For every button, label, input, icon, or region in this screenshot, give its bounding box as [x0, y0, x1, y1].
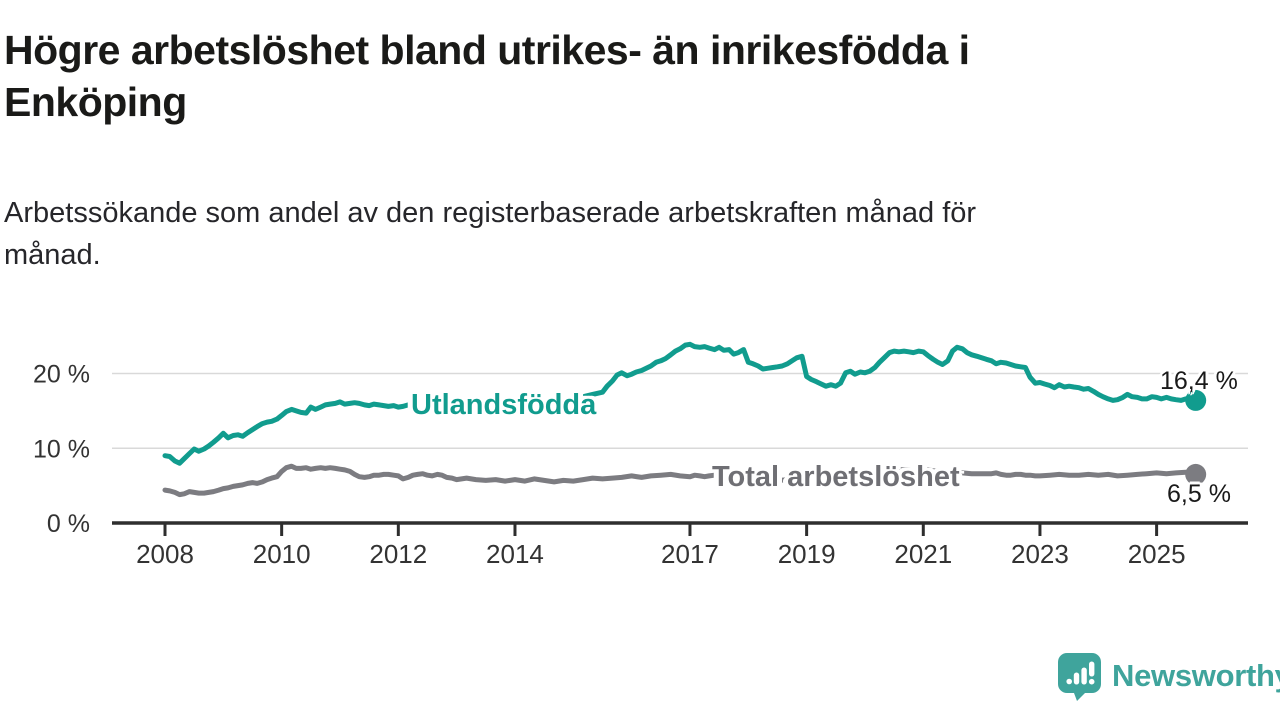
x-axis-tick-label: 2012: [369, 539, 427, 569]
y-axis-tick-label: 0 %: [47, 510, 90, 538]
x-axis-tick-label: 2010: [253, 539, 311, 569]
speech-bubble-chart-icon: [1058, 653, 1101, 701]
newsworthy-logo-text: Newsworthy: [1112, 658, 1280, 693]
series-label-total-arbetsloshet: Total arbetslöshet: [712, 461, 960, 493]
x-axis-tick-label: 2025: [1128, 539, 1186, 569]
x-axis-tick-label: 2014: [486, 539, 544, 569]
x-axis-tick-label: 2023: [1011, 539, 1069, 569]
chart-title-line1: Högre arbetslöshet bland utrikes- än inr…: [4, 27, 970, 73]
series-end-dot-utlandsfodda: [1185, 389, 1207, 411]
chart-title: Högre arbetslöshet bland utrikes- än inr…: [4, 24, 1204, 129]
series-end-dot-total-arbetsloshet: [1185, 463, 1207, 485]
chart-subtitle-line1: Arbetssökande som andel av den registerb…: [4, 197, 977, 229]
series-label-utlandsfodda: Utlandsfödda: [411, 389, 597, 421]
end-value-label-total-arbetsloshet: 6,5 %: [1167, 480, 1231, 508]
series-line-total-arbetsloshet: [162, 463, 1199, 498]
newsworthy-logo: Newsworthy: [1056, 651, 1280, 701]
x-axis-tick-label: 2019: [778, 539, 836, 569]
y-axis-tick-label: 20 %: [33, 361, 90, 389]
y-axis-tick-label: 10 %: [33, 435, 90, 463]
x-axis-tick-label: 2021: [894, 539, 952, 569]
chart-subtitle: Arbetssökande som andel av den registerb…: [4, 192, 1214, 276]
x-axis-tick-label: 2017: [661, 539, 719, 569]
chart-title-line2: Enköping: [4, 79, 187, 126]
series-line-utlandsfodda: [162, 341, 1199, 466]
chart-subtitle-line2: månad.: [4, 239, 101, 272]
end-value-label-utlandsfodda: 16,4 %: [1160, 367, 1238, 395]
x-axis-tick-label: 2008: [136, 539, 194, 569]
